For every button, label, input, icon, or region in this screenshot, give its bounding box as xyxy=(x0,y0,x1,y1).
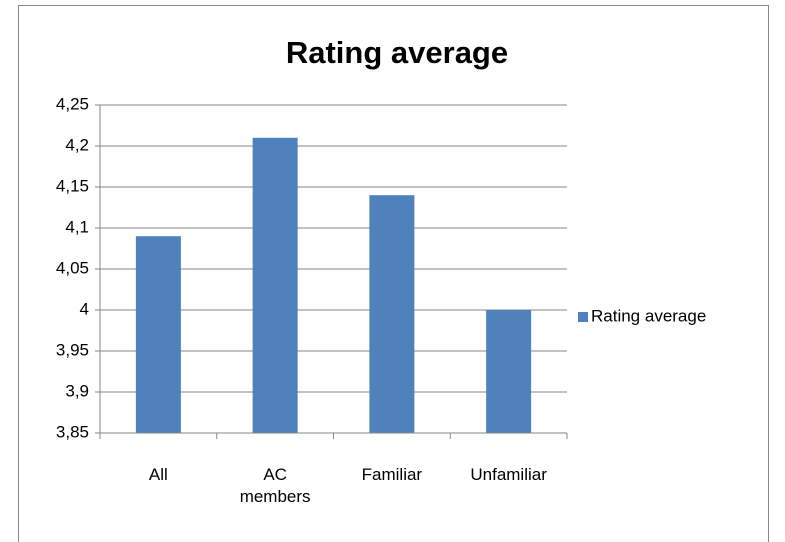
x-tick-label: Unfamiliar xyxy=(470,465,547,484)
y-tick-label: 4,15 xyxy=(56,176,89,195)
y-tick-label: 4,2 xyxy=(65,135,89,154)
bar xyxy=(486,310,532,433)
y-tick-label: 3,9 xyxy=(65,381,89,400)
bar xyxy=(252,137,298,434)
y-tick-label: 4,05 xyxy=(56,258,89,277)
y-tick-label: 4 xyxy=(80,299,89,318)
legend-label: Rating average xyxy=(591,306,706,325)
bar xyxy=(135,236,181,433)
x-tick-label: AC members xyxy=(239,465,311,506)
chart-title: Rating average xyxy=(286,35,508,70)
y-tick-label: 3,95 xyxy=(56,340,89,359)
y-tick-label: 4,25 xyxy=(56,94,89,113)
x-tick-label: Familiar xyxy=(361,465,423,484)
y-tick-label: 3,85 xyxy=(56,422,89,441)
legend-swatch xyxy=(578,312,588,322)
y-tick-label: 4,1 xyxy=(65,217,89,236)
bar xyxy=(369,195,415,433)
x-tick-label: All xyxy=(148,465,168,484)
